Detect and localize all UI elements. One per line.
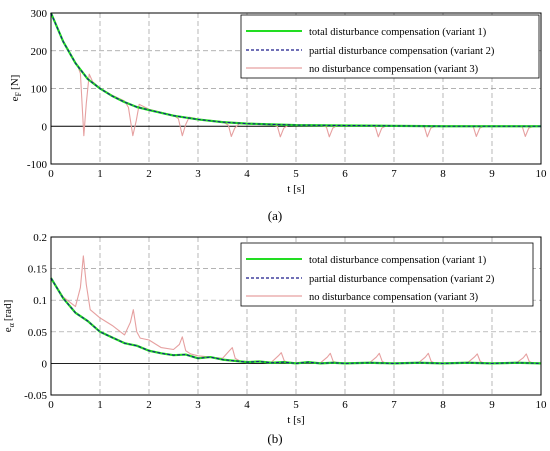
x-tick-label-b: 0: [48, 399, 54, 411]
y-axis-label-unit-b: [rad]: [2, 300, 14, 321]
x-tick-label-b: 3: [195, 399, 201, 411]
x-tick-label-a: 0: [48, 168, 54, 180]
y-tick-label-a: 300: [31, 8, 48, 20]
series-group-b: [50, 255, 542, 365]
y-tick-label-a: 0: [42, 121, 48, 133]
y-axis-label-a: eF[N]: [9, 75, 23, 102]
x-tick-label-b: 8: [440, 399, 446, 411]
x-tick-label-b: 4: [244, 399, 250, 411]
y-axis-label-b: eα[rad]: [2, 300, 16, 332]
y-axis-label-unit-a: [N]: [9, 75, 21, 90]
y-axis-label-main-b: e: [2, 327, 14, 332]
y-tick-label-b: 0.2: [33, 232, 47, 244]
legend-b: total disturbance compensation (variant …: [240, 242, 534, 307]
legend-label-variant2-b: partial disturbance compensation (varian…: [309, 274, 495, 285]
legend-a: total disturbance compensation (variant …: [240, 14, 540, 79]
x-tick-label-b: 7: [391, 399, 397, 411]
y-tick-label-b: 0: [42, 358, 48, 370]
caption-a: (a): [268, 208, 282, 223]
x-tick-label-b: 10: [536, 399, 548, 411]
legend-label-variant3-a: no disturbance compensation (variant 3): [309, 64, 479, 75]
x-axis-label-a: t [s]: [287, 183, 304, 195]
x-tick-label-a: 10: [536, 168, 548, 180]
y-tick-label-b: -0.05: [24, 390, 47, 402]
x-tick-label-b: 5: [293, 399, 299, 411]
x-axis-label-b: t [s]: [287, 414, 304, 426]
y-tick-label-b: 0.15: [28, 264, 48, 276]
legend-label-variant2-a: partial disturbance compensation (varian…: [309, 46, 495, 57]
y-tick-label-b: 0.05: [28, 327, 48, 339]
x-tick-label-b: 2: [146, 399, 152, 411]
x-tick-label-a: 7: [391, 168, 397, 180]
x-tick-label-a: 6: [342, 168, 348, 180]
y-axis-label-sub-a: F: [14, 91, 23, 96]
x-tick-label-b: 6: [342, 399, 348, 411]
legend-label-variant3-b: no disturbance compensation (variant 3): [309, 292, 479, 303]
x-tick-label-b: 9: [489, 399, 495, 411]
x-tick-label-a: 1: [97, 168, 103, 180]
x-tick-label-b: 1: [97, 399, 103, 411]
y-tick-label-a: 100: [31, 84, 48, 96]
y-axis-label-main-a: e: [9, 96, 21, 101]
series-line-variant2-a: [50, 12, 541, 127]
x-tick-label-a: 9: [489, 168, 495, 180]
y-tick-label-a: 200: [31, 46, 48, 58]
x-tick-label-a: 8: [440, 168, 446, 180]
x-tick-label-a: 4: [244, 168, 250, 180]
x-tick-label-a: 5: [293, 168, 299, 180]
x-tick-label-a: 2: [146, 168, 152, 180]
caption-b: (b): [267, 431, 282, 446]
x-tick-label-a: 3: [195, 168, 201, 180]
series-line-variant2-b: [50, 277, 542, 364]
y-axis-label-sub-b: α: [7, 322, 16, 327]
plot-frame-b: [50, 236, 542, 396]
y-tick-label-a: -100: [27, 159, 48, 171]
y-tick-label-b: 0.1: [33, 295, 47, 307]
legend-label-variant1-a: total disturbance compensation (variant …: [309, 27, 487, 38]
plot-frame-a: [50, 12, 542, 165]
legend-label-variant1-b: total disturbance compensation (variant …: [309, 255, 487, 266]
series-group-a: [49, 12, 541, 138]
